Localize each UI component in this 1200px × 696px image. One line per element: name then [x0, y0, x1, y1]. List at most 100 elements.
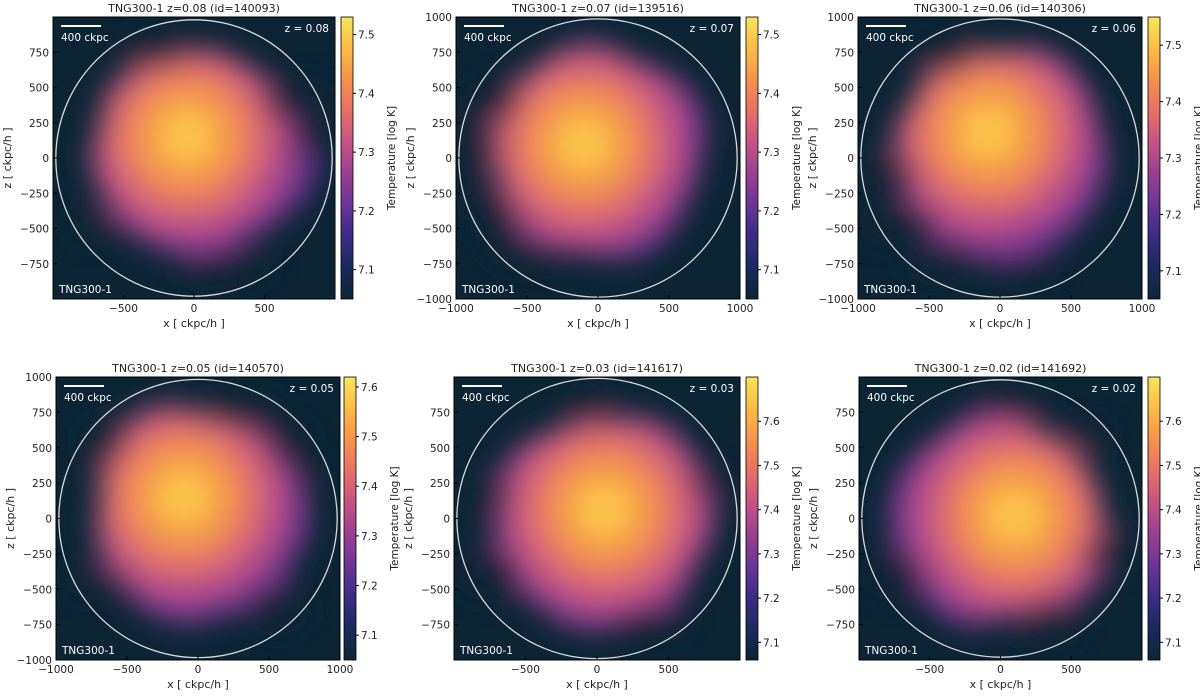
y-tick-label: 750 [834, 47, 854, 59]
panel-5: 400 ckpc z = 0.03 TNG300-1 TNG300-1 z=0.03 … [402, 362, 803, 691]
colorbar-tick-label: 7.3 [1165, 549, 1182, 561]
colorbar: 7.1 7.2 7.3 7.4 7.5 Temperature [log K] [340, 16, 398, 300]
panel-title: TNG300-1 z=0.08 (id=140093) [107, 2, 280, 15]
scale-bar-label: 400 ckpc [464, 32, 512, 44]
y-tick-label: −500 [23, 584, 52, 596]
y-tick-label: 750 [32, 407, 52, 419]
colorbar-tick-label: 7.1 [763, 637, 780, 649]
colorbar-gradient [1147, 16, 1161, 300]
colorbar-gradient [745, 16, 759, 300]
redshift-label: z = 0.08 [285, 23, 329, 35]
x-tick-label: 0 [595, 303, 602, 315]
colorbar-tick-label: 7.5 [763, 30, 780, 42]
y-tick-label: −250 [23, 549, 52, 561]
colorbar-gradient [745, 376, 759, 661]
cold-void [263, 77, 335, 123]
y-tick-label: 0 [45, 514, 52, 526]
scale-bar-label: 400 ckpc [64, 392, 112, 404]
y-axis-label: z [ ckpc/h ] [402, 488, 415, 549]
x-tick-label: 0 [594, 664, 601, 676]
gas-cloud [63, 27, 335, 297]
gas-core [903, 421, 1098, 616]
sim-label: TNG300-1 [459, 645, 513, 657]
y-tick-label: 1000 [425, 12, 452, 24]
y-tick-label: −250 [421, 549, 450, 561]
gas-cloud [858, 29, 1108, 292]
cold-void [454, 474, 511, 518]
y-tick-label: 500 [430, 443, 450, 455]
x-tick-label: 500 [1061, 303, 1081, 315]
panel-3: 400 ckpc z = 0.06 TNG300-1 TNG300-1 z=0.06 … [806, 2, 1200, 330]
gas-core [100, 421, 296, 616]
x-tick-label: −1000 [38, 664, 74, 676]
redshift-label: z = 0.02 [1092, 383, 1136, 395]
cold-void [1084, 532, 1142, 572]
y-tick-label: 500 [834, 83, 854, 95]
colorbar-gradient [340, 16, 354, 300]
cold-void [209, 392, 290, 429]
panel-2: 400 ckpc z = 0.07 TNG300-1 TNG300-1 z=0.07 … [404, 2, 803, 330]
sim-label: TNG300-1 [61, 645, 115, 657]
temperature-map [53, 17, 335, 299]
y-tick-label: 250 [834, 118, 854, 130]
colorbar-tick-label: 7.2 [1165, 593, 1182, 605]
x-axis-label: x [ ckpc/h ] [167, 678, 229, 691]
colorbar-tick-label: 7.4 [1165, 505, 1182, 517]
colorbar-tick-label: 7.1 [1165, 637, 1182, 649]
x-tick-label: 500 [259, 664, 279, 676]
cold-void [466, 78, 518, 113]
panel-title: TNG300-1 z=0.05 (id=140570) [111, 362, 284, 375]
cold-void [57, 569, 129, 598]
y-tick-label: −500 [423, 224, 452, 236]
colorbar-label: Temperature [log K] [1193, 106, 1200, 211]
panel-6: 400 ckpc z = 0.02 TNG300-1 TNG300-1 z=0.02 … [807, 362, 1200, 691]
gas-cloud [859, 385, 1142, 652]
y-tick-label: 500 [32, 443, 52, 455]
y-tick-label: 750 [432, 47, 452, 59]
y-tick-label: −250 [20, 188, 49, 200]
x-tick-label: 1000 [727, 303, 754, 315]
cold-void [456, 188, 516, 224]
x-axis-label: x [ ckpc/h ] [970, 678, 1032, 691]
colorbar: 7.1 7.2 7.3 7.4 7.5 Temperature [log K] [1147, 16, 1200, 300]
x-tick-label: 500 [1061, 664, 1081, 676]
y-axis-label: z [ ckpc/h ] [807, 488, 820, 549]
colorbar-gradient [343, 376, 357, 661]
colorbar-tick-label: 7.1 [1165, 266, 1182, 278]
cold-void [120, 27, 188, 66]
colorbar-gradient [1147, 376, 1161, 661]
cold-void [1061, 418, 1114, 450]
colorbar-tick-label: 7.5 [763, 460, 780, 472]
x-axis-label: x [ ckpc/h ] [969, 317, 1031, 330]
panel-title: TNG300-1 z=0.02 (id=141692) [914, 362, 1087, 375]
y-tick-label: −500 [826, 584, 855, 596]
cold-void [63, 211, 123, 242]
gas-cloud [456, 41, 707, 268]
x-axis-label: x [ ckpc/h ] [163, 317, 225, 330]
colorbar-tick-label: 7.6 [763, 416, 780, 428]
colorbar-tick-label: 7.2 [763, 593, 780, 605]
y-axis-label: z [ ckpc/h ] [4, 488, 17, 549]
colorbar-tick-label: 7.5 [358, 30, 375, 42]
y-tick-label: 250 [432, 118, 452, 130]
y-tick-label: 1000 [827, 12, 854, 24]
cold-void [287, 453, 334, 480]
y-tick-label: −250 [825, 188, 854, 200]
colorbar-tick-label: 7.6 [1165, 416, 1182, 428]
sim-label: TNG300-1 [58, 284, 112, 296]
x-tick-label: 0 [191, 303, 198, 315]
cold-void [1019, 601, 1083, 652]
redshift-label: z = 0.05 [290, 383, 334, 395]
colorbar-tick-label: 7.4 [358, 88, 375, 100]
y-tick-label: −1000 [16, 655, 52, 667]
temperature-map [858, 17, 1142, 299]
x-tick-label: 0 [997, 303, 1004, 315]
y-tick-label: 750 [29, 47, 49, 59]
colorbar: 7.1 7.2 7.3 7.4 7.5 7.6 Temperature [log K] [745, 376, 803, 661]
y-tick-label: −500 [20, 224, 49, 236]
colorbar-tick-label: 7.4 [763, 505, 780, 517]
cold-void [616, 608, 693, 642]
y-tick-label: −750 [421, 620, 450, 632]
colorbar-label: Temperature [log K] [791, 466, 803, 571]
x-tick-label: 500 [658, 664, 678, 676]
